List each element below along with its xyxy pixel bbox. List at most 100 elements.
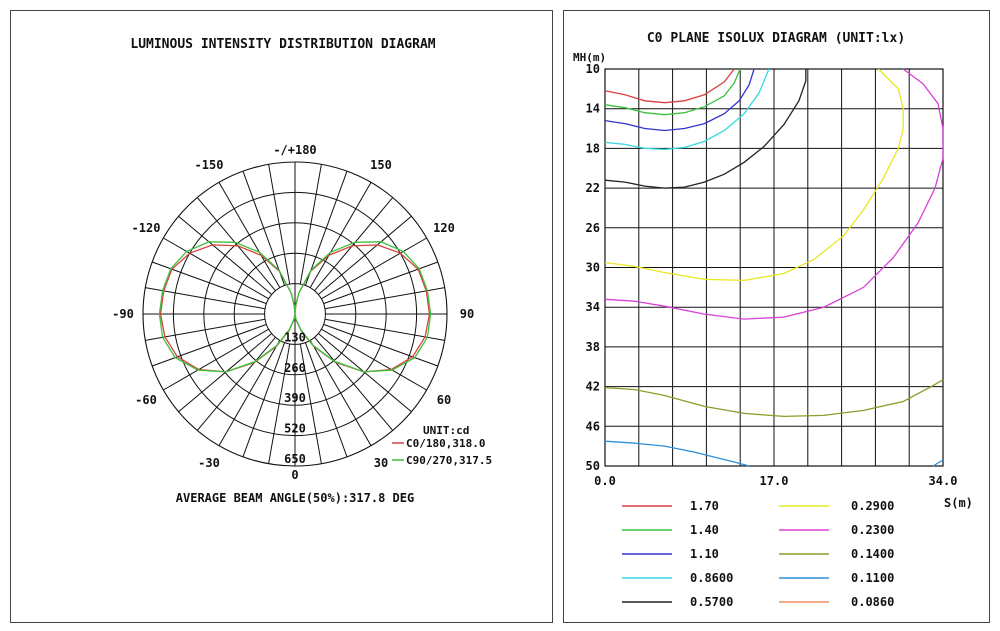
polar-chart: LUMINOUS INTENSITY DISTRIBUTION DIAGRAM … — [112, 37, 492, 505]
polar-spoke — [242, 342, 286, 458]
isolux-contour — [604, 68, 741, 116]
angle-label: -30 — [198, 456, 220, 470]
isolux-contour — [604, 69, 807, 189]
legend-label: C0/180,318.0 — [406, 437, 485, 450]
polar-radial-ticks: 130 260 390 520 650 — [284, 330, 306, 466]
polar-spoke — [218, 182, 281, 288]
isolux-contour — [932, 459, 944, 467]
angle-label: 90 — [460, 307, 474, 321]
polar-spoke — [196, 197, 276, 292]
angle-label: -90 — [112, 307, 134, 321]
legend-label: 1.40 — [690, 523, 719, 537]
isolux-grid — [604, 68, 944, 467]
isolux-contour — [604, 68, 770, 151]
polar-spoke — [323, 323, 439, 367]
angle-label: 0 — [291, 468, 298, 482]
x-axis-label: S(m) — [944, 496, 973, 510]
polar-spoke — [321, 237, 427, 300]
legend-label: 0.8600 — [690, 571, 733, 585]
polar-spoke — [151, 261, 267, 305]
polar-angle-labels: 0 30 -30 60 -60 90 -90 120 -120 150 -150 -/+180 — [112, 143, 474, 482]
polar-spoke — [309, 340, 372, 446]
angle-label: -60 — [135, 393, 157, 407]
x-tick-label: 17.0 — [760, 474, 789, 488]
legend-label: C90/270,317.5 — [406, 454, 492, 467]
polar-spoke — [178, 333, 273, 413]
polar-legend: C0/180,318.0 C90/270,317.5 — [392, 437, 492, 467]
polar-spoke — [268, 343, 291, 464]
angle-label: -/+180 — [273, 143, 316, 157]
isolux-contour — [604, 68, 944, 320]
legend-label: 0.5700 — [690, 595, 733, 609]
plot-frame — [604, 68, 944, 467]
y-tick-label: 30 — [586, 261, 600, 275]
legend-label: 0.1100 — [851, 571, 894, 585]
x-tick-label: 34.0 — [929, 474, 958, 488]
angle-label: 120 — [433, 221, 455, 235]
isolux-contour — [604, 379, 944, 418]
intensity-curve — [158, 241, 432, 373]
isolux-contour — [604, 68, 735, 104]
polar-spoke — [299, 343, 322, 464]
radial-tick-label: 130 — [284, 330, 306, 344]
polar-spoke — [163, 237, 269, 300]
polar-spoke — [323, 261, 439, 305]
polar-spoke — [324, 287, 445, 310]
y-tick-label: 18 — [586, 141, 600, 155]
isolux-y-ticks: 10 14 18 22 26 30 34 38 42 46 50 — [586, 62, 600, 473]
isolux-x-ticks: 0.0 17.0 34.0 — [594, 474, 957, 488]
isolux-contour — [604, 68, 904, 282]
isolux-chart: C0 PLANE ISOLUX DIAGRAM (UNIT:lx) MH(m) … — [573, 31, 973, 609]
isolux-contour — [604, 68, 755, 132]
legend-label: 0.2900 — [851, 499, 894, 513]
polar-grid — [142, 161, 448, 467]
isolux-panel: C0 PLANE ISOLUX DIAGRAM (UNIT:lx) MH(m) … — [563, 10, 990, 623]
angle-label: 60 — [437, 393, 451, 407]
polar-spoke — [242, 170, 286, 286]
polar-series — [158, 241, 432, 373]
legend-label: 1.70 — [690, 499, 719, 513]
isolux-contour — [604, 440, 750, 467]
angle-label: 150 — [370, 158, 392, 172]
legend-label: 0.0860 — [851, 595, 894, 609]
polar-spoke — [218, 340, 281, 446]
radial-tick-label: 520 — [284, 422, 306, 436]
radial-tick-label: 260 — [284, 361, 306, 375]
polar-spoke — [304, 342, 348, 458]
y-tick-label: 46 — [586, 419, 600, 433]
y-tick-label: 42 — [586, 380, 600, 394]
x-tick-label: 0.0 — [594, 474, 616, 488]
polar-spoke — [317, 333, 412, 413]
y-tick-label: 22 — [586, 181, 600, 195]
y-tick-label: 14 — [586, 102, 600, 116]
y-tick-label: 26 — [586, 221, 600, 235]
radial-tick-label: 390 — [284, 391, 306, 405]
unit-label: UNIT:cd — [423, 424, 469, 437]
polar-spoke — [151, 323, 267, 367]
polar-spoke — [321, 328, 427, 391]
polar-spoke — [196, 336, 276, 431]
y-axis-label: MH(m) — [573, 51, 606, 64]
polar-spoke — [178, 215, 273, 295]
beam-angle-footer: AVERAGE BEAM ANGLE(50%):317.8 DEG — [176, 491, 414, 505]
intensity-panel: LUMINOUS INTENSITY DISTRIBUTION DIAGRAM … — [10, 10, 553, 623]
polar-spoke — [314, 336, 394, 431]
y-tick-label: 10 — [586, 62, 600, 76]
y-tick-label: 50 — [586, 459, 600, 473]
isolux-legend: 1.70 1.40 1.10 0.8600 0.5700 0.2900 0.2300 0.14… — [622, 499, 894, 609]
polar-spoke — [299, 164, 322, 285]
isolux-contours — [604, 68, 944, 467]
polar-spoke — [317, 215, 412, 295]
angle-label: -150 — [195, 158, 224, 172]
polar-title: LUMINOUS INTENSITY DISTRIBUTION DIAGRAM — [130, 37, 435, 52]
angle-label: -120 — [132, 221, 161, 235]
polar-spoke — [163, 328, 269, 391]
polar-spoke — [145, 287, 266, 310]
polar-spoke — [309, 182, 372, 288]
isolux-title: C0 PLANE ISOLUX DIAGRAM (UNIT:lx) — [647, 31, 905, 46]
y-tick-label: 38 — [586, 340, 600, 354]
y-tick-label: 34 — [586, 300, 600, 314]
legend-label: 0.1400 — [851, 547, 894, 561]
radial-tick-label: 650 — [284, 452, 306, 466]
polar-spoke — [268, 164, 291, 285]
